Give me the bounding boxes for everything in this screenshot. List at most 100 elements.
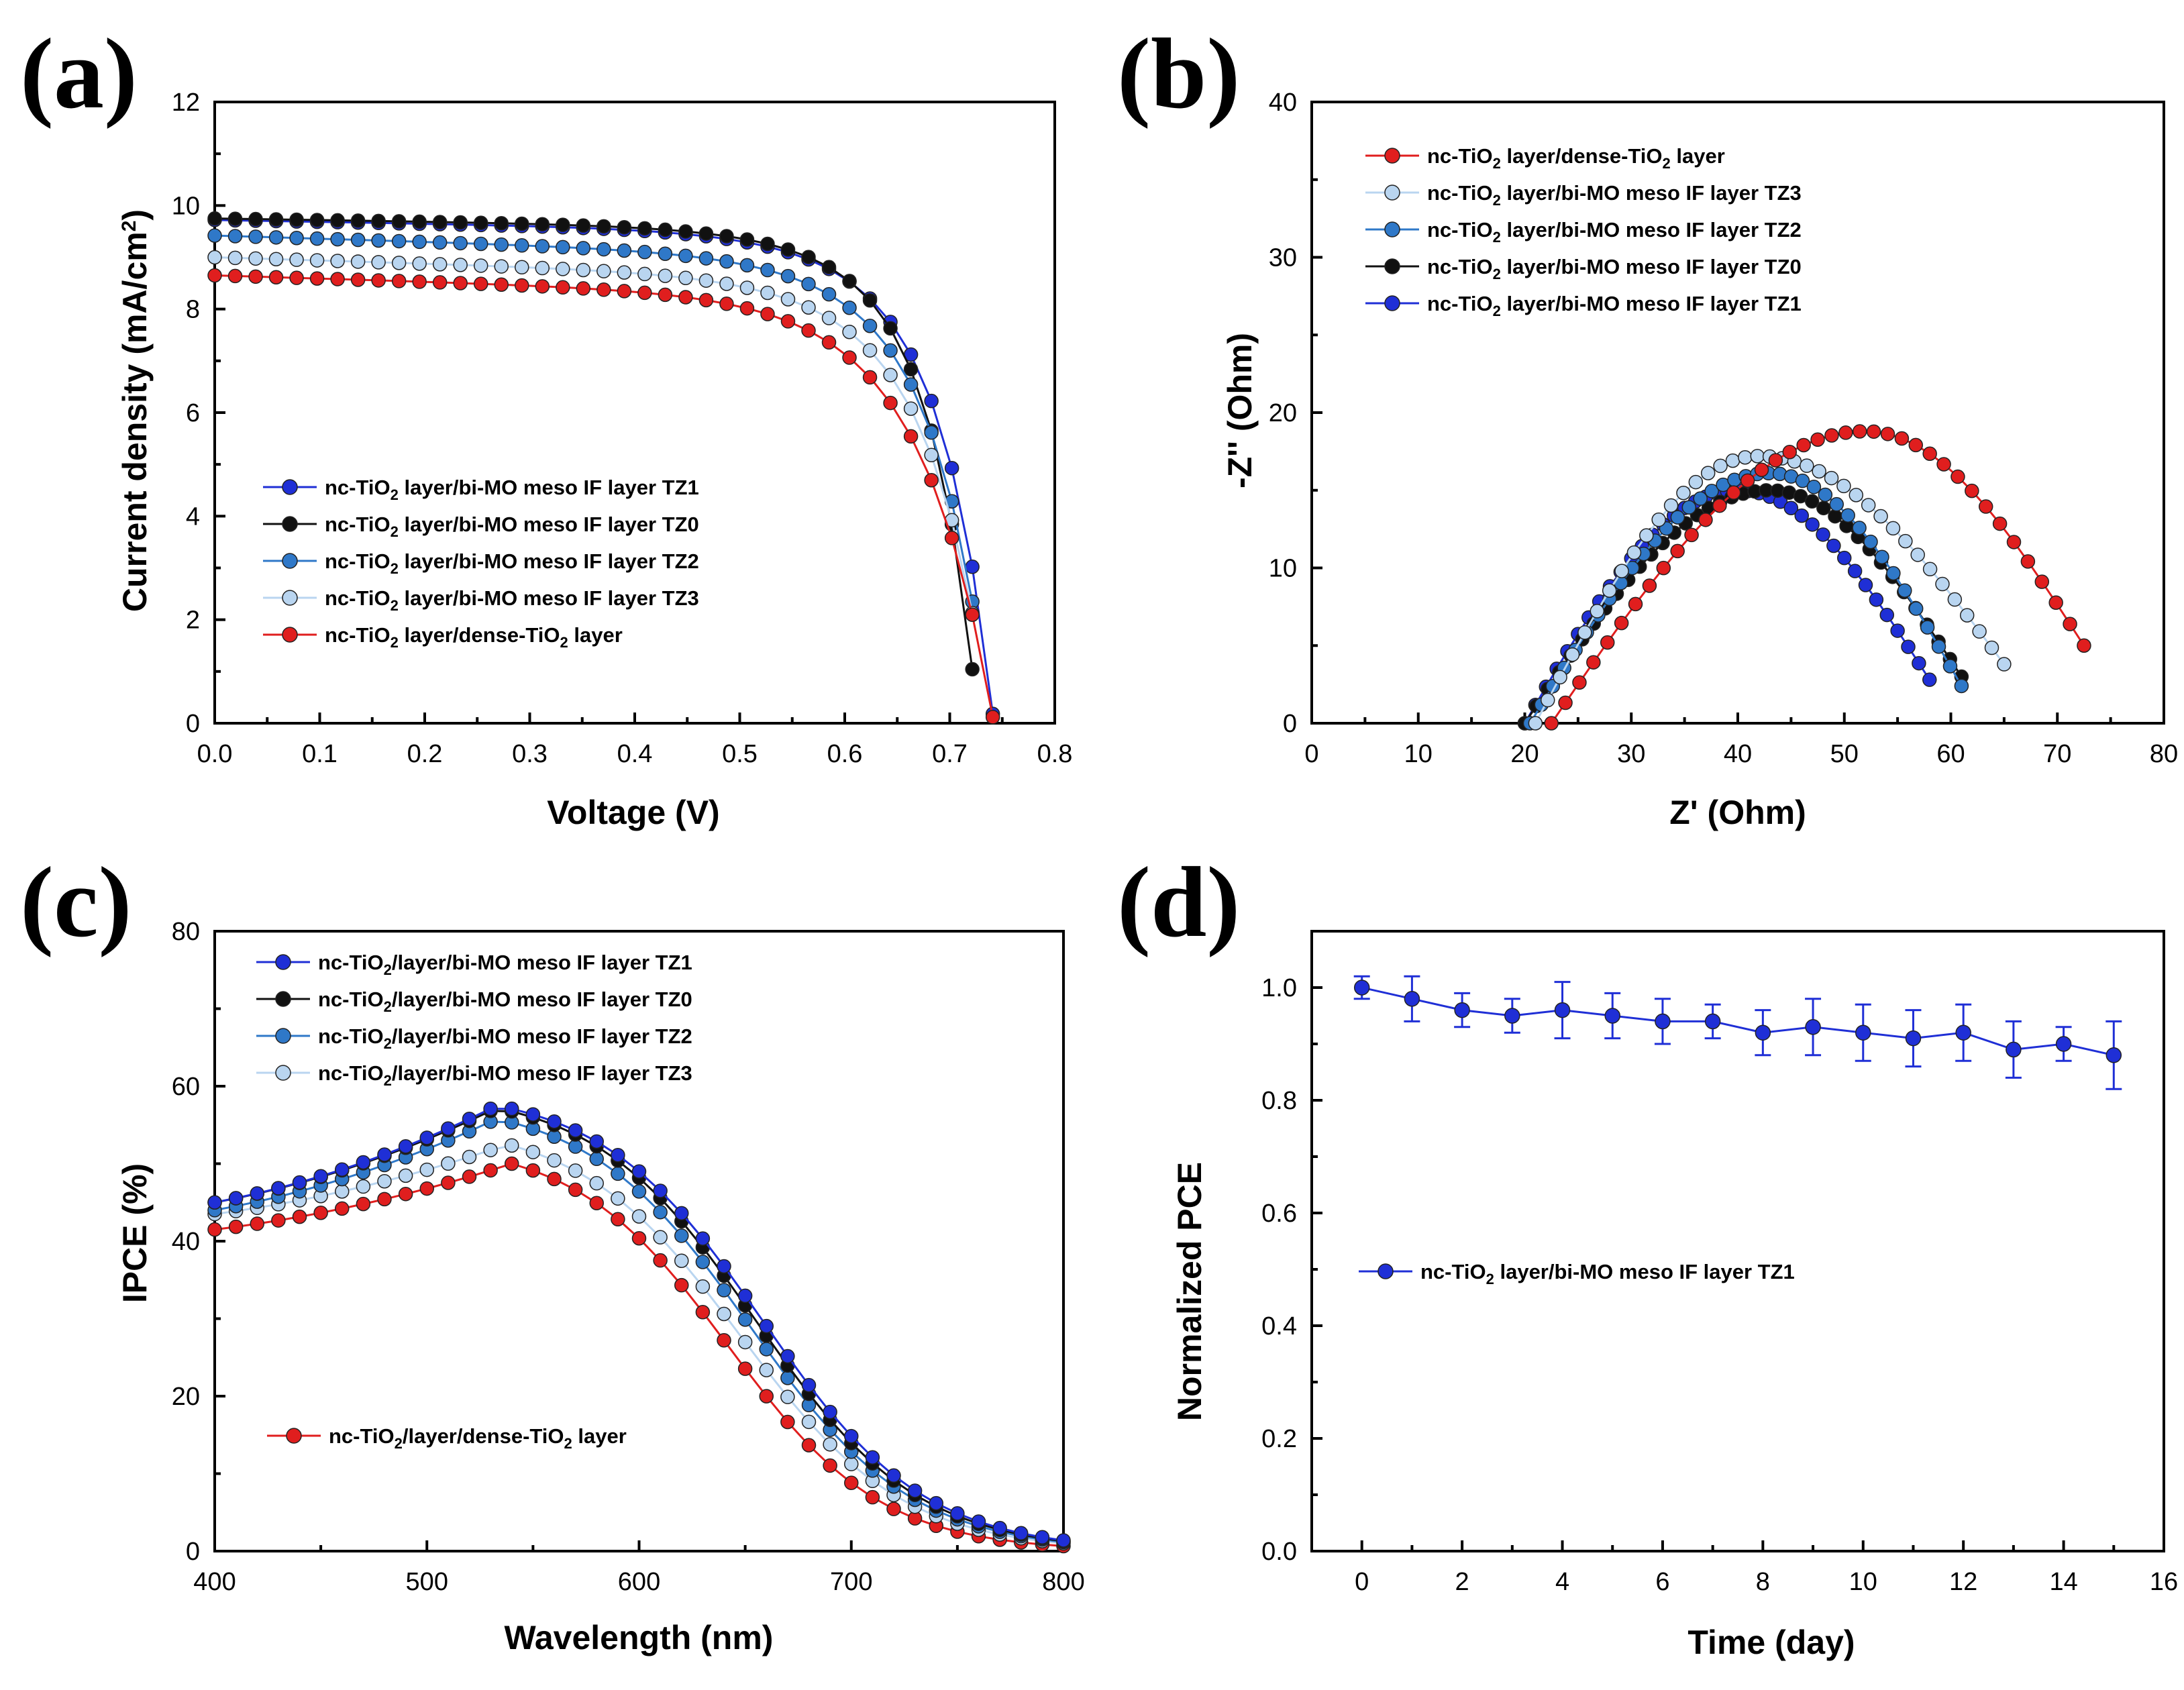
c-xtick-label: 400 [193, 1568, 236, 1596]
a-series-TZ2-point [903, 377, 919, 392]
c-series-TZ2-point [695, 1255, 711, 1269]
b-series-dense-point [1908, 437, 1924, 453]
a-ytick-label: 4 [186, 503, 200, 531]
c-series-TZ1-point [207, 1195, 222, 1210]
a-series-TZ2-point [350, 232, 366, 248]
c-series-dense-point [568, 1182, 583, 1198]
a-series-TZ3-point [821, 311, 837, 325]
b-series-TZ2-point [1897, 583, 1912, 598]
b-series-dense-point [1586, 655, 1601, 670]
a-series-dense-point [883, 395, 898, 411]
b-series-TZ1-point [1826, 538, 1841, 553]
c-series-TZ1-point [483, 1101, 498, 1116]
b-series-TZ3-point [1676, 485, 1691, 500]
b-series-TZ1-point [1858, 578, 1873, 592]
a-legend-label: nc-TiO2 layer/bi-MO meso IF layer TZ1 [325, 476, 699, 503]
d-xtick-label: 0 [1355, 1568, 1369, 1596]
b-legend-label: nc-TiO2 layer/bi-MO meso IF layer TZ0 [1427, 255, 1802, 282]
b-legend-label: nc-TiO2 layer/dense-TiO2 layer [1427, 144, 1725, 172]
c-series-TZ3-point [462, 1149, 477, 1165]
c-series-dense-point [441, 1175, 456, 1190]
a-xtick-label: 0.3 [512, 740, 548, 768]
c-legend-label: nc-TiO2/layer/bi-MO meso IF layer TZ3 [318, 1061, 692, 1089]
a-series-TZ0-point [412, 214, 427, 229]
a-series-TZ3-point [473, 258, 488, 273]
c-series-TZ1-point [844, 1428, 859, 1444]
a-series-TZ2-point [330, 231, 345, 247]
c-series-dense-point [525, 1163, 541, 1178]
a-series-TZ2-point [780, 268, 796, 284]
d-series-point [1755, 1024, 1771, 1041]
a-series-dense-point [924, 473, 939, 488]
a-series-TZ2-point [248, 229, 263, 244]
a-series-TZ3-point [330, 254, 345, 268]
a-series-TZ2-point [924, 425, 939, 440]
a-series-TZ3-point [617, 265, 632, 280]
c-series-TZ2-point [674, 1228, 689, 1243]
b-series-TZ3-point [1935, 576, 1950, 592]
b-series-dense-point [1782, 445, 1798, 460]
b-series-TZ3-point [1565, 647, 1580, 662]
a-series-TZ3-point [289, 252, 304, 267]
a-legend-label: nc-TiO2 layer/bi-MO meso IF layer TZ3 [325, 586, 699, 614]
c-series-dense-point [801, 1438, 817, 1453]
c-legend-label: nc-TiO2/layer/bi-MO meso IF layer TZ2 [318, 1024, 692, 1052]
a-series-dense-point [617, 284, 632, 299]
c-series-dense-point [865, 1489, 880, 1505]
a-series-TZ0-point [801, 250, 816, 264]
b-legend-label: nc-TiO2 layer/bi-MO meso IF layer TZ2 [1427, 218, 1802, 246]
b-series-TZ2-point [1840, 508, 1855, 523]
a-series-TZ2-point [862, 318, 878, 333]
b-series-TZ1-point [1805, 517, 1820, 532]
c-series-dense-point [780, 1414, 795, 1430]
a-series-TZ3-point [698, 273, 714, 288]
b-series-TZ1-point [1783, 500, 1799, 515]
b-series-dense-point [1684, 527, 1699, 543]
a-series-TZ0-point [658, 222, 673, 237]
c-series-TZ3-point [568, 1163, 583, 1178]
b-series-dense-point [2063, 617, 2077, 631]
a-series-TZ2-point [309, 231, 325, 246]
a-series-TZ0-point [248, 211, 263, 227]
b-series-TZ3-point [1738, 450, 1753, 465]
d-series-line [1361, 986, 2114, 1057]
a-series-dense-point [596, 282, 611, 297]
b-series-TZ2-point [1670, 510, 1685, 525]
c-series-TZ1-point [907, 1483, 923, 1498]
c-series-TZ1-point [377, 1147, 392, 1162]
a-xtick-label: 0.5 [722, 740, 758, 768]
a-series-TZ0-point [760, 236, 775, 252]
c-series-TZ1-point [737, 1288, 753, 1304]
b-series-TZ2-point [1954, 678, 1969, 694]
d-xtick-label: 2 [1455, 1568, 1469, 1596]
plot-a: 0.0 0.1 0.2 0.3 0.4 0.5 0.6 0.7 0.8 0 2 4 6 8 10 12 nc-T… [172, 89, 1073, 768]
a-series-dense-point [207, 268, 222, 283]
panel-b-ylabel: -Z'' (Ohm) [1221, 333, 1259, 488]
c-series-TZ3-point [505, 1138, 519, 1153]
a-series-dense-point [556, 280, 570, 295]
c-series-TZ2-point [717, 1283, 731, 1298]
c-ytick-label: 0 [186, 1538, 200, 1566]
a-series-TZ2-point [289, 230, 304, 246]
plot-b: 0 10 20 30 40 50 60 70 80 0 10 20 30 40 nc-TiO2 layer/… [1269, 89, 2178, 768]
c-series-TZ1-point [971, 1514, 986, 1529]
b-series-TZ1-point [1879, 607, 1894, 623]
c-series-TZ3-point [759, 1363, 774, 1377]
c-series-dense-point [653, 1253, 668, 1268]
a-series-dense-point [903, 429, 919, 444]
a-series-dense-point [678, 290, 693, 305]
a-series-TZ0-point [903, 362, 919, 377]
b-series-TZ3-point [1898, 533, 1913, 549]
a-series-TZ2-point [739, 258, 755, 273]
a-series-TZ3-point [350, 254, 366, 269]
a-series-TZ2-point [883, 343, 898, 358]
c-series-TZ3-point [674, 1253, 689, 1268]
c-series-dense-point [674, 1277, 689, 1293]
a-series-TZ0-point [637, 221, 652, 236]
a-series-dense-point [248, 269, 263, 284]
a-series-TZ3-point [535, 260, 550, 276]
c-series-TZ3-point [823, 1437, 837, 1452]
c-series-dense-point [207, 1222, 222, 1237]
b-series-TZ3-point [1972, 624, 1987, 639]
c-series-TZ3-point [547, 1153, 562, 1168]
